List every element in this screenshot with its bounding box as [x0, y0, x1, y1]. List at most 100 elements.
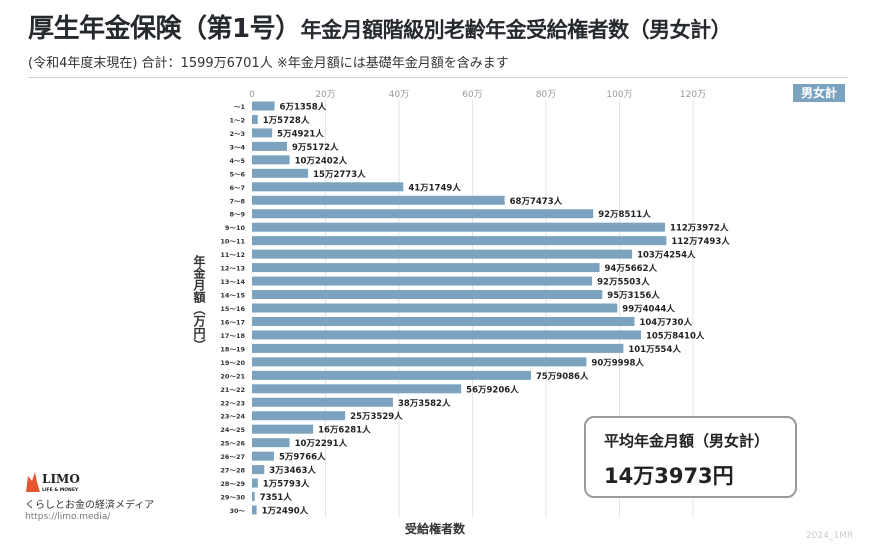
tagline: くらしとお金の経済メディア — [25, 500, 155, 511]
data-label: 105万8410人 — [646, 330, 705, 341]
category-label: 28～29 — [220, 480, 245, 488]
category-label: 9～10 — [225, 224, 246, 232]
x-tick-label: 100万 — [606, 90, 632, 100]
x-tick-label: 60万 — [462, 90, 482, 100]
category-label: 24～25 — [220, 426, 245, 434]
bar — [252, 182, 404, 192]
average-pension-label: 平均年金月額（男女計） — [604, 432, 770, 450]
category-label: 19～20 — [220, 359, 245, 367]
x-tick-label: 0 — [249, 90, 255, 100]
bar — [252, 384, 462, 394]
watermark: 2024_1MR — [806, 531, 854, 541]
data-label: 95万3156人 — [607, 290, 660, 301]
title-rest: 年金月額階級別老齢年金受給権者数（男女計） — [300, 18, 732, 42]
average-pension-box: 平均年金月額（男女計） 14万3973円 — [584, 416, 797, 498]
bar — [252, 411, 346, 421]
category-label: 1～2 — [229, 116, 245, 124]
bar — [252, 290, 603, 300]
category-label: ～1 — [234, 103, 246, 111]
data-label: 90万9998人 — [591, 357, 644, 368]
category-label: 13～14 — [220, 278, 245, 286]
bar — [252, 465, 265, 475]
data-label: 112万7493人 — [671, 236, 730, 247]
bar — [252, 168, 309, 178]
logo-subtext: LIFE & MONEY — [42, 487, 79, 493]
x-tick-label: 120万 — [680, 90, 706, 100]
category-label: 6～7 — [229, 184, 245, 192]
x-tick-label: 40万 — [389, 90, 409, 100]
category-label: 5～6 — [229, 170, 245, 178]
category-label: 23～24 — [220, 413, 245, 421]
data-label: 16万6281人 — [318, 425, 371, 436]
site-url[interactable]: https://limo.media/ — [25, 512, 111, 522]
data-label: 103万4254人 — [637, 250, 696, 261]
bar — [252, 478, 258, 488]
data-label: 1万5728人 — [263, 115, 310, 126]
category-label: 21～22 — [220, 386, 245, 394]
x-tick-label: 80万 — [536, 90, 556, 100]
bar — [252, 397, 393, 407]
bar — [252, 249, 633, 259]
category-label: 26～27 — [220, 453, 245, 461]
bar — [252, 343, 624, 353]
data-label: 38万3582人 — [398, 398, 451, 409]
average-pension-value: 14万3973円 — [604, 464, 734, 488]
bar — [252, 114, 258, 124]
data-label: 68万7473人 — [510, 196, 563, 207]
category-label: 12～13 — [220, 265, 245, 273]
bar — [252, 492, 255, 502]
x-axis-title: 受給権者数 — [404, 522, 465, 536]
data-label: 9万5172人 — [292, 142, 339, 153]
bar — [252, 128, 273, 138]
data-label: 1万2490人 — [262, 506, 309, 517]
bar — [252, 101, 275, 111]
category-label: 29～30 — [220, 494, 245, 502]
bar — [252, 141, 287, 151]
bar — [252, 263, 600, 273]
bar — [252, 276, 593, 286]
logo-text: LIMO — [42, 472, 80, 486]
category-label: 4～5 — [229, 157, 245, 165]
bar — [252, 438, 290, 448]
bar — [252, 209, 594, 219]
category-label: 17～18 — [220, 332, 245, 340]
category-label: 8～9 — [229, 211, 245, 219]
category-label: 22～23 — [220, 399, 245, 407]
x-tick-label: 20万 — [315, 90, 335, 100]
data-label: 1万5793人 — [263, 479, 310, 490]
header-divider — [28, 77, 848, 78]
bar — [252, 370, 531, 380]
category-label: 14～15 — [220, 292, 245, 300]
bar — [252, 424, 314, 434]
limo-logo: LIMO LIFE & MONEY — [24, 470, 94, 498]
bar — [252, 303, 618, 313]
data-label: 5万4921人 — [277, 128, 324, 139]
category-label: 20～21 — [220, 372, 245, 380]
subtitle: (令和4年度末現在) 合計：1599万6701人 ※年金月額には基礎年金月額を含… — [28, 56, 509, 71]
data-label: 15万2773人 — [313, 169, 366, 180]
y-axis-title: 年金月額（万円） — [192, 255, 206, 351]
bar — [252, 155, 290, 165]
category-label: 30～ — [229, 507, 245, 515]
gender-badge: 男女計 — [793, 84, 845, 102]
data-label: 3万3463人 — [269, 465, 316, 476]
bar — [252, 330, 641, 340]
data-label: 94万5662人 — [605, 263, 658, 274]
category-label: 2～3 — [229, 130, 245, 138]
data-label: 101万554人 — [628, 344, 681, 355]
data-label: 92万5503人 — [597, 277, 650, 288]
bar — [252, 451, 274, 461]
category-label: 27～28 — [220, 467, 245, 475]
category-label: 15～16 — [220, 305, 245, 313]
bar — [252, 316, 635, 326]
bar — [252, 357, 587, 367]
category-label: 11～12 — [220, 251, 245, 259]
title-main: 厚生年金保険（第1号） — [28, 14, 301, 44]
bar — [252, 222, 666, 232]
category-label: 7～8 — [229, 197, 245, 205]
fox-logo-icon: LIMO LIFE & MONEY — [26, 472, 80, 493]
data-label: 6万1358人 — [280, 102, 327, 113]
category-label: 3～4 — [229, 143, 245, 151]
data-label: 92万8511人 — [598, 209, 651, 220]
bar — [252, 236, 667, 246]
